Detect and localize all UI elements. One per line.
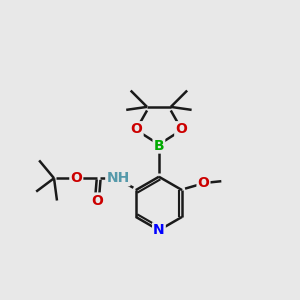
Text: O: O bbox=[131, 122, 142, 136]
Text: N: N bbox=[153, 223, 165, 237]
Text: O: O bbox=[197, 176, 209, 190]
Text: O: O bbox=[91, 194, 103, 208]
Text: NH: NH bbox=[106, 171, 130, 185]
Text: O: O bbox=[70, 171, 82, 185]
Text: O: O bbox=[175, 122, 187, 136]
Text: B: B bbox=[154, 139, 164, 152]
